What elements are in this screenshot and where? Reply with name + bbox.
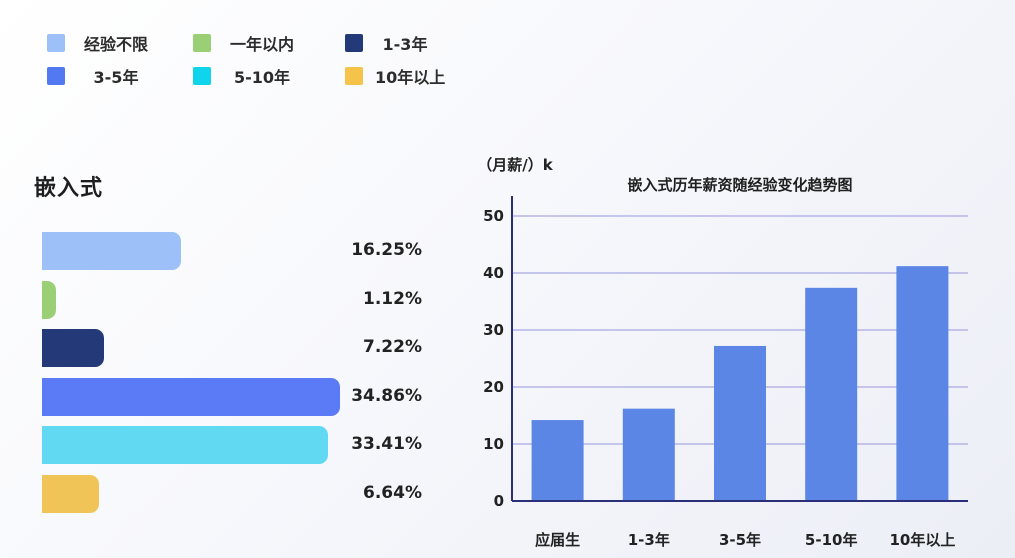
section-title: 嵌入式 [34, 176, 104, 201]
legend-label: 一年以内 [229, 35, 294, 54]
distribution-bar [42, 232, 181, 270]
y-tick-label: 20 [483, 378, 504, 396]
distribution-percent-label: 1.12% [363, 288, 422, 309]
distribution-percent-label: 33.41% [351, 434, 422, 454]
legend-swatch [193, 67, 211, 85]
legend-item: 10年以上 [345, 64, 446, 88]
chart-bar [622, 408, 675, 501]
legend-swatch [345, 67, 363, 85]
y-axis-label: （月薪/）k [477, 156, 553, 174]
chart-bar [896, 266, 949, 501]
legend-label: 5-10年 [233, 68, 291, 87]
distribution-percent-label: 34.86% [351, 385, 422, 406]
legend: 经验不限 一年以内 1-3年 3-5年 5-10年 10年以上 [0, 0, 520, 100]
legend-item: 5-10年 [193, 64, 301, 88]
legend-item: 一年以内 [193, 31, 301, 55]
distribution-bar [42, 329, 104, 367]
legend-label: 3-5年 [93, 68, 139, 87]
legend-label: 10年以上 [375, 68, 446, 87]
distribution-bar [42, 377, 340, 416]
legend-item: 1-3年 [345, 31, 435, 55]
distribution-percent-label: 7.22% [363, 337, 422, 357]
legend-item: 经验不限 [47, 31, 155, 55]
y-tick-label: 30 [483, 321, 504, 339]
legend-swatch [47, 34, 65, 52]
y-tick-label: 50 [483, 207, 504, 225]
salary-chart-svg: （月薪/）k 嵌入式历年薪资随经验变化趋势图 0 10 20 30 40 50 应届生 1-3年 3… [477, 156, 968, 549]
y-tick-label: 0 [494, 492, 504, 510]
distribution-percent-label: 6.64% [363, 482, 422, 503]
x-tick-label: 10年以上 [889, 531, 955, 549]
distribution-bar [42, 474, 99, 513]
legend-item: 3-5年 [47, 64, 155, 88]
chart-bar [531, 420, 584, 501]
legend-swatch [345, 34, 363, 52]
x-tick-label: 3-5年 [719, 531, 761, 549]
legend-label: 1-3年 [382, 35, 428, 54]
legend-swatch [193, 34, 211, 52]
y-tick-label: 10 [483, 435, 504, 453]
distribution-bar [42, 426, 328, 464]
chart-bar [805, 287, 858, 501]
salary-chart: （月薪/）k 嵌入式历年薪资随经验变化趋势图 0 10 20 30 40 50 应届生 1-3年 3… [440, 140, 1015, 558]
x-tick-label: 1-3年 [628, 531, 670, 549]
experience-distribution-bars: 16.25% 1.12% 7.22% 34.86% 33.41% 6.64% [0, 222, 440, 522]
distribution-bar [42, 280, 56, 319]
legend-label: 经验不限 [83, 35, 148, 54]
chart-title: 嵌入式历年薪资随经验变化趋势图 [627, 176, 852, 194]
legend-swatch [47, 67, 65, 85]
y-tick-label: 40 [483, 264, 504, 282]
chart-bar [714, 345, 766, 501]
x-tick-label: 应届生 [535, 531, 580, 549]
x-tick-label: 5-10年 [805, 531, 858, 549]
distribution-percent-label: 16.25% [351, 240, 422, 260]
